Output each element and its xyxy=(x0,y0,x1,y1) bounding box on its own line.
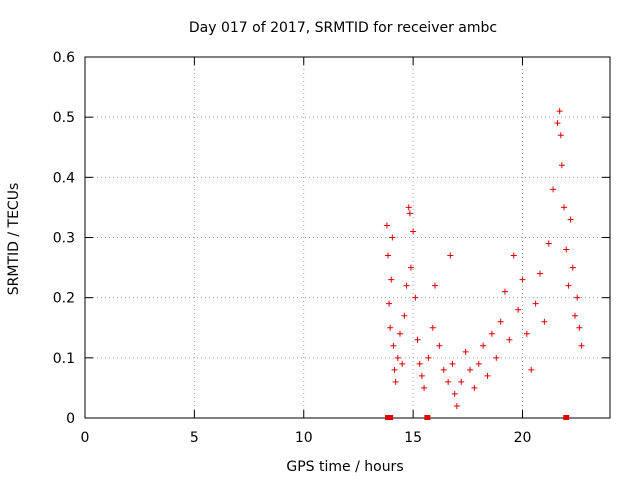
plot-frame xyxy=(84,56,611,419)
data-point xyxy=(545,240,552,247)
data-point xyxy=(410,228,417,235)
chart-title: Day 017 of 2017, SRMTID for receiver amb… xyxy=(189,20,497,36)
data-point xyxy=(567,216,574,223)
data-point xyxy=(388,276,395,283)
data-point xyxy=(515,306,522,313)
zero-marker xyxy=(563,415,570,420)
data-point xyxy=(403,282,410,289)
data-point xyxy=(407,264,414,271)
ticks: 0 0.1 0.2 0.3 0.4 0.5 0.6 0 5 10 15 20 xyxy=(53,50,610,446)
grid xyxy=(85,57,610,418)
data-point xyxy=(414,336,421,343)
data-point xyxy=(445,378,452,385)
data-point xyxy=(471,384,478,391)
data-point xyxy=(497,318,504,325)
data-point xyxy=(528,366,535,373)
y-axis-label: SRMTID / TECUs xyxy=(6,183,22,296)
y-tick-label: 0 xyxy=(66,411,75,427)
y-tick-label: 0.5 xyxy=(53,110,75,126)
y-tick-label: 0.6 xyxy=(53,50,75,66)
data-point xyxy=(475,360,482,367)
y-tick-label: 0.3 xyxy=(53,231,75,247)
data-point xyxy=(502,288,508,295)
data-points xyxy=(383,108,585,420)
x-axis-label: GPS time / hours xyxy=(286,459,403,475)
y-tick-label: 0.4 xyxy=(53,170,75,186)
data-point xyxy=(392,378,399,385)
data-point xyxy=(557,132,564,139)
x-tick-label: 10 xyxy=(295,430,313,446)
data-point xyxy=(391,366,398,373)
data-point xyxy=(429,324,436,331)
data-point xyxy=(572,312,578,319)
data-point xyxy=(565,282,572,289)
data-point xyxy=(387,324,394,331)
data-point xyxy=(384,252,391,259)
data-point xyxy=(389,234,396,241)
data-point xyxy=(578,342,585,349)
data-point xyxy=(405,204,412,211)
data-point xyxy=(440,366,447,373)
data-point xyxy=(390,342,397,349)
data-point xyxy=(537,270,543,277)
data-point xyxy=(554,120,561,127)
data-point xyxy=(386,300,393,307)
data-point xyxy=(541,318,548,325)
data-point xyxy=(510,252,517,259)
data-point xyxy=(397,330,403,337)
x-tick-label: 15 xyxy=(404,430,422,446)
data-point xyxy=(458,378,465,385)
y-tick-label: 0.2 xyxy=(53,291,75,307)
data-point xyxy=(569,264,576,271)
data-point xyxy=(436,342,443,349)
data-point xyxy=(506,336,513,343)
data-point xyxy=(425,354,432,361)
data-point xyxy=(523,330,530,337)
data-point xyxy=(561,204,568,211)
zero-marker xyxy=(424,415,431,420)
x-tick-label: 0 xyxy=(81,430,90,446)
data-point xyxy=(574,294,581,301)
data-point xyxy=(467,366,473,373)
x-tick-label: 5 xyxy=(190,430,199,446)
data-point xyxy=(451,390,458,397)
data-point xyxy=(480,342,487,349)
data-point xyxy=(453,402,460,409)
data-point xyxy=(394,354,401,361)
data-point xyxy=(412,294,419,301)
data-point xyxy=(550,186,557,193)
data-point xyxy=(401,312,408,319)
data-point xyxy=(519,276,526,283)
data-point xyxy=(488,330,495,337)
data-point xyxy=(449,360,456,367)
data-point xyxy=(556,108,563,115)
y-tick-label: 0.1 xyxy=(53,351,75,367)
data-point xyxy=(418,372,425,379)
data-point xyxy=(493,354,500,361)
data-point xyxy=(558,162,565,169)
data-point xyxy=(447,252,454,259)
data-point xyxy=(462,348,469,355)
data-point xyxy=(432,282,438,289)
data-point xyxy=(416,360,423,367)
data-point xyxy=(421,384,428,391)
zero-marker xyxy=(387,415,394,420)
data-point xyxy=(484,372,491,379)
data-point xyxy=(383,222,390,229)
data-point xyxy=(399,360,406,367)
data-point xyxy=(406,210,413,217)
data-point xyxy=(532,300,539,307)
data-point xyxy=(576,324,583,331)
x-tick-label: 20 xyxy=(514,430,532,446)
data-point xyxy=(563,246,570,253)
